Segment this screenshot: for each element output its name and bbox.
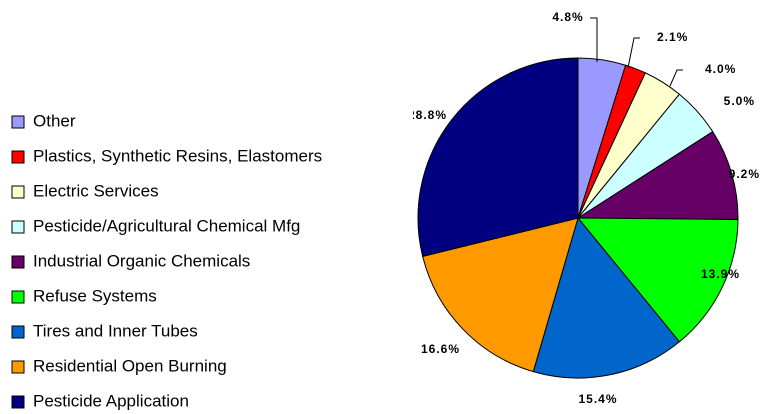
value-label: 15.4% — [578, 392, 617, 406]
legend-swatch — [11, 185, 25, 199]
legend-swatch — [11, 395, 25, 409]
value-labels: 4.8% 2.1% 4.0% 5.0% 9.2% 13.9% 15.4% 16.6% 28.8% — [408, 10, 760, 406]
legend-label: Pesticide/Agricultural Chemical Mfg — [33, 216, 300, 235]
value-label: 5.0% — [724, 94, 755, 108]
legend-label: Residential Open Burning — [33, 356, 227, 375]
legend-swatch — [11, 360, 25, 374]
leader-line — [669, 69, 683, 87]
legend-swatch — [11, 115, 25, 129]
value-label: 4.0% — [705, 62, 736, 76]
value-label: 16.6% — [421, 342, 460, 356]
pie-slice — [576, 130, 739, 221]
pie-slice — [417, 57, 579, 258]
legend-label: Refuse Systems — [33, 286, 157, 305]
value-label: 2.1% — [657, 30, 688, 44]
pie-slice — [576, 217, 739, 343]
legend-swatch — [11, 220, 25, 234]
legend-label: Industrial Organic Chemicals — [33, 251, 250, 270]
pie — [417, 17, 739, 379]
value-label: 9.2% — [729, 167, 760, 181]
pie-slice — [422, 217, 579, 373]
legend-swatch — [11, 255, 25, 269]
legend-label: Tires and Inner Tubes — [33, 321, 198, 340]
legend-swatch — [11, 325, 25, 339]
value-label: 13.9% — [701, 267, 740, 281]
legend-label: Pesticide Application — [33, 391, 189, 410]
legend-label: Electric Services — [33, 181, 159, 200]
leader-line — [590, 17, 598, 62]
legend-label: Other — [33, 111, 76, 130]
legend: Other Plastics, Synthetic Resins, Elastom… — [11, 111, 322, 410]
legend-swatch — [11, 290, 25, 304]
pie-slice — [532, 216, 681, 379]
value-label: 4.8% — [552, 10, 583, 24]
legend-swatch — [11, 150, 25, 164]
value-label: 28.8% — [408, 108, 447, 122]
legend-label: Plastics, Synthetic Resins, Elastomers — [33, 146, 322, 165]
leader-line — [627, 37, 640, 69]
